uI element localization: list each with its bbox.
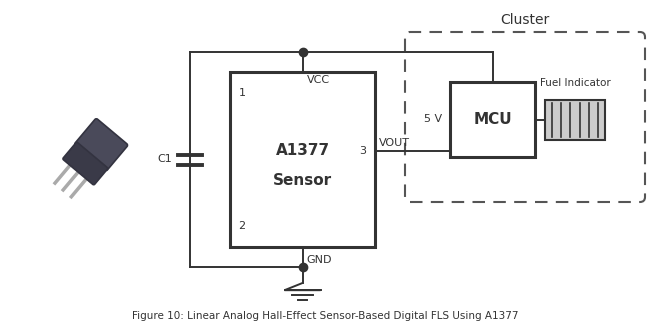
Text: VCC: VCC bbox=[307, 75, 330, 85]
Text: VOUT: VOUT bbox=[379, 138, 410, 148]
Text: 1: 1 bbox=[239, 88, 246, 98]
Text: Figure 10: Linear Analog Hall-Effect Sensor-Based Digital FLS Using A1377: Figure 10: Linear Analog Hall-Effect Sen… bbox=[132, 311, 518, 321]
Text: 3: 3 bbox=[359, 146, 367, 156]
Bar bbox=[450, 82, 535, 157]
Bar bbox=[545, 99, 605, 140]
Text: C1: C1 bbox=[157, 154, 172, 164]
Text: 5 V: 5 V bbox=[424, 114, 442, 125]
FancyBboxPatch shape bbox=[75, 119, 127, 171]
Text: 2: 2 bbox=[239, 221, 246, 231]
FancyBboxPatch shape bbox=[63, 143, 108, 185]
Text: Cluster: Cluster bbox=[500, 13, 550, 27]
Text: Sensor: Sensor bbox=[273, 173, 332, 188]
Text: MCU: MCU bbox=[473, 112, 512, 127]
Text: Fuel Indicator: Fuel Indicator bbox=[540, 77, 610, 88]
Bar bbox=[230, 72, 375, 247]
Text: GND: GND bbox=[307, 255, 332, 265]
Text: A1377: A1377 bbox=[276, 143, 330, 158]
